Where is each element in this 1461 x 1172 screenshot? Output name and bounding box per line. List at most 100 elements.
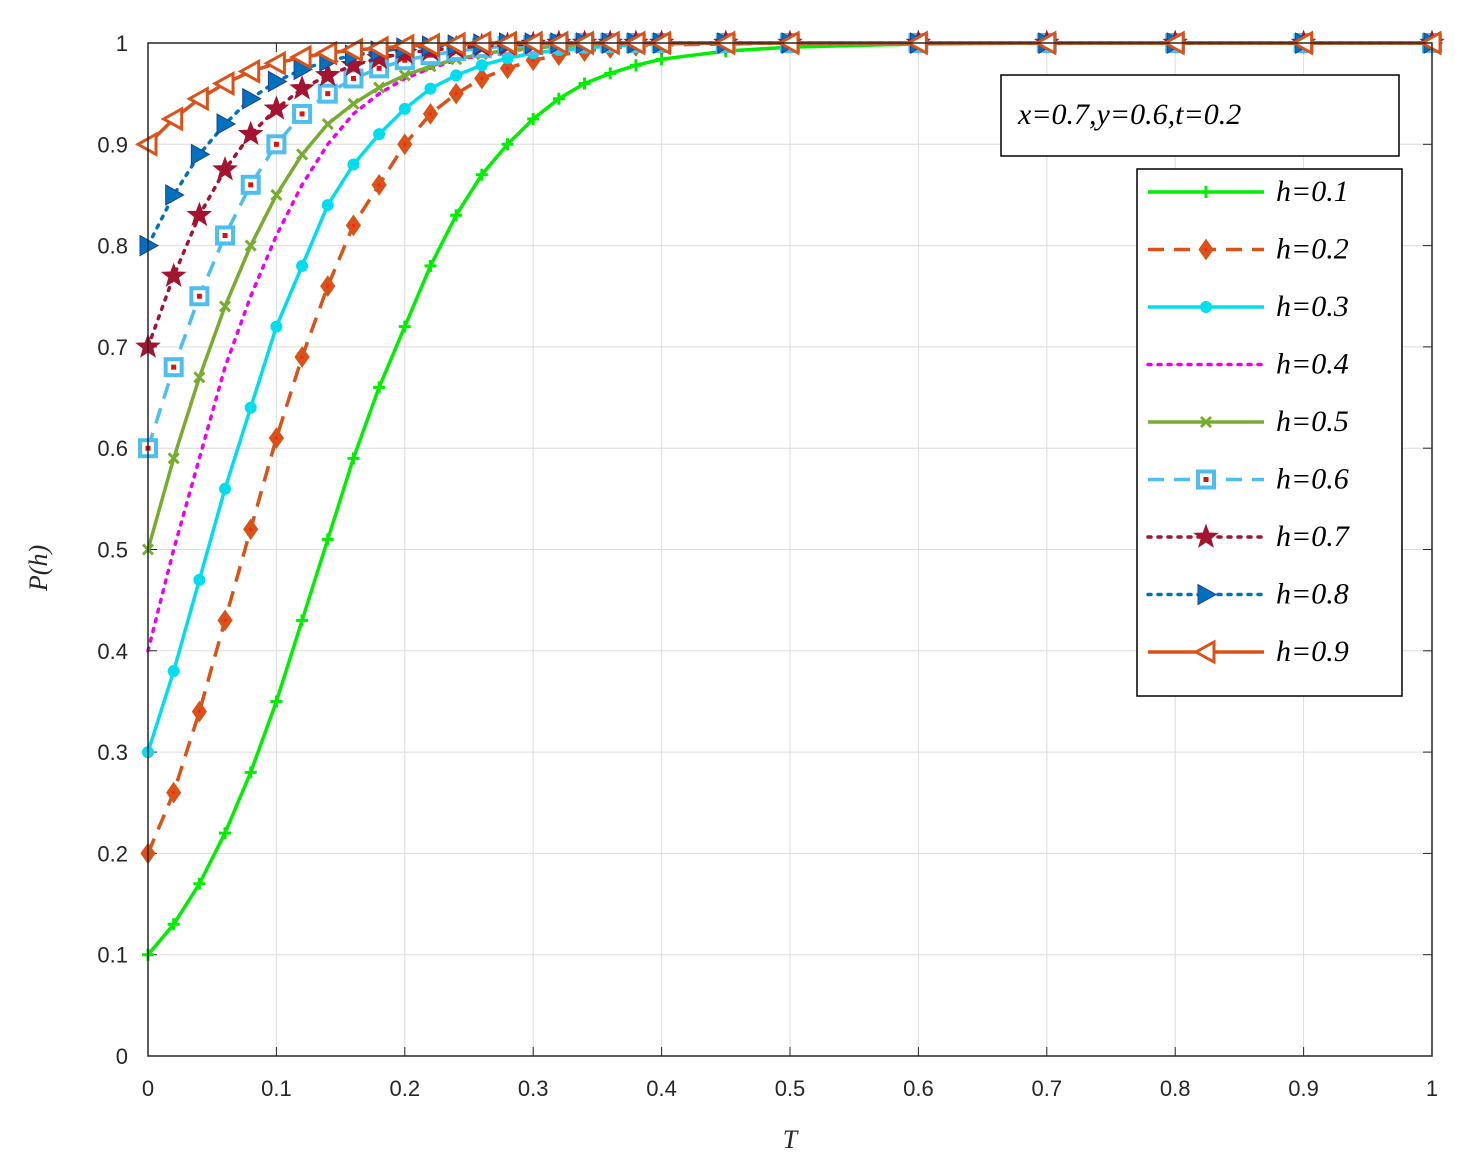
data-point-marker <box>237 120 264 146</box>
y-tick-label: 0.3 <box>97 740 128 765</box>
data-point-marker <box>244 401 257 414</box>
data-point-marker <box>211 70 235 97</box>
legend: h=0.1 h=0.2 h=0.3 h=0.4 h=0.5 h=0.6 h=0.7 h=0.8… <box>1136 168 1403 697</box>
data-point-marker <box>267 70 288 93</box>
legend-entry: h=0.7 <box>1146 520 1351 553</box>
data-point-marker <box>527 112 540 125</box>
data-point-marker <box>373 381 386 394</box>
data-point-marker <box>219 482 232 495</box>
y-tick-label: 0.4 <box>97 639 128 664</box>
y-tick-label: 0 <box>116 1044 128 1069</box>
legend-label: h=0.7 <box>1276 520 1351 553</box>
legend-marker <box>1197 583 1218 606</box>
data-point-marker <box>289 75 315 100</box>
data-point-marker <box>604 67 617 80</box>
x-tick-label: 0.8 <box>1160 1076 1191 1101</box>
x-axis-label: T <box>783 1125 799 1154</box>
y-tick-label: 0.5 <box>97 538 128 563</box>
legend-label: h=0.4 <box>1276 348 1349 381</box>
y-tick-label: 0.1 <box>97 943 128 968</box>
y-tick-label: 0.8 <box>97 234 128 259</box>
data-point-marker <box>167 452 180 465</box>
plot-frame <box>147 42 1433 1057</box>
data-point-marker <box>398 320 411 333</box>
data-point-marker <box>193 573 206 586</box>
series-line <box>146 41 1432 956</box>
data-point-marker <box>450 209 463 222</box>
legend-marker <box>1193 523 1219 548</box>
data-point-marker <box>321 533 334 546</box>
legend-entry: h=0.5 <box>1148 405 1349 438</box>
data-point-marker <box>424 82 437 95</box>
data-point-marker <box>475 59 488 72</box>
data-point-marker <box>321 117 334 131</box>
legend-entry: h=0.3 <box>1148 290 1349 323</box>
legend-label: h=0.3 <box>1276 290 1349 323</box>
legend-label: h=0.6 <box>1276 463 1349 496</box>
legend-entry: h=0.2 <box>1148 233 1349 266</box>
data-point-marker <box>244 766 257 779</box>
data-point-marker <box>216 113 237 135</box>
data-point-marker <box>347 158 360 171</box>
y-tick-label: 0.9 <box>97 132 128 157</box>
legend-label: h=0.8 <box>1276 578 1349 611</box>
data-point-marker <box>321 199 334 212</box>
legend-label: h=0.5 <box>1276 405 1349 438</box>
legend-marker <box>1199 415 1213 429</box>
x-tick-label: 0.3 <box>518 1076 549 1101</box>
data-point-marker <box>270 695 283 708</box>
data-point-marker <box>296 614 309 627</box>
data-point-marker <box>443 31 466 57</box>
data-point-marker <box>270 188 283 202</box>
data-point-marker <box>244 239 257 252</box>
data-point-marker <box>501 138 514 151</box>
x-tick-label: 0.2 <box>390 1076 421 1101</box>
legend-label: h=0.2 <box>1276 233 1349 266</box>
series-4 <box>146 41 1434 653</box>
data-point-marker <box>186 86 209 112</box>
data-point-marker <box>167 665 180 678</box>
data-point-marker <box>167 918 180 931</box>
legend-entry: h=0.1 <box>1148 175 1349 208</box>
data-point-marker <box>314 40 338 66</box>
legend-marker <box>1200 301 1212 313</box>
data-point-marker <box>263 50 286 76</box>
data-point-marker <box>134 131 158 157</box>
data-point-marker <box>340 37 363 63</box>
data-point-marker <box>242 87 262 110</box>
annotation-box: x=0.7,y=0.6,t=0.2 <box>1000 74 1400 157</box>
x-tick-label: 0.1 <box>261 1076 292 1101</box>
x-tick-label: 0.7 <box>1032 1076 1063 1101</box>
data-point-marker <box>450 69 463 82</box>
data-point-marker <box>165 184 185 206</box>
data-point-marker <box>417 32 440 58</box>
data-point-marker <box>398 102 411 115</box>
data-point-marker <box>578 77 591 90</box>
data-point-marker <box>270 320 283 333</box>
data-point-marker <box>296 148 309 161</box>
data-point-marker <box>218 300 232 313</box>
x-tick-label: 0 <box>142 1076 154 1101</box>
legend-label: h=0.1 <box>1276 175 1349 208</box>
annotation-text: x=0.7,y=0.6,t=0.2 <box>1017 98 1241 131</box>
y-tick-label: 0.6 <box>97 436 128 461</box>
data-point-marker <box>373 81 386 94</box>
data-point-marker <box>373 128 386 141</box>
data-point-marker <box>193 877 206 890</box>
data-point-marker <box>212 156 238 181</box>
data-point-marker <box>193 371 206 384</box>
y-axis-label: P(h) <box>24 545 53 592</box>
data-point-marker <box>263 95 290 120</box>
data-point-marker <box>398 69 411 82</box>
data-point-marker <box>139 234 160 257</box>
legend-entry: h=0.9 <box>1148 635 1349 668</box>
x-tick-label: 1 <box>1426 1076 1438 1101</box>
data-point-marker <box>424 259 437 272</box>
legend-frame <box>1136 168 1403 697</box>
legend-entry: h=0.6 <box>1148 463 1349 496</box>
y-tick-label: 0.2 <box>97 841 128 866</box>
annotation-frame <box>1000 74 1400 157</box>
x-tick-label: 0.5 <box>775 1076 806 1101</box>
data-point-marker <box>296 259 309 272</box>
x-tick-label: 0.4 <box>646 1076 677 1101</box>
